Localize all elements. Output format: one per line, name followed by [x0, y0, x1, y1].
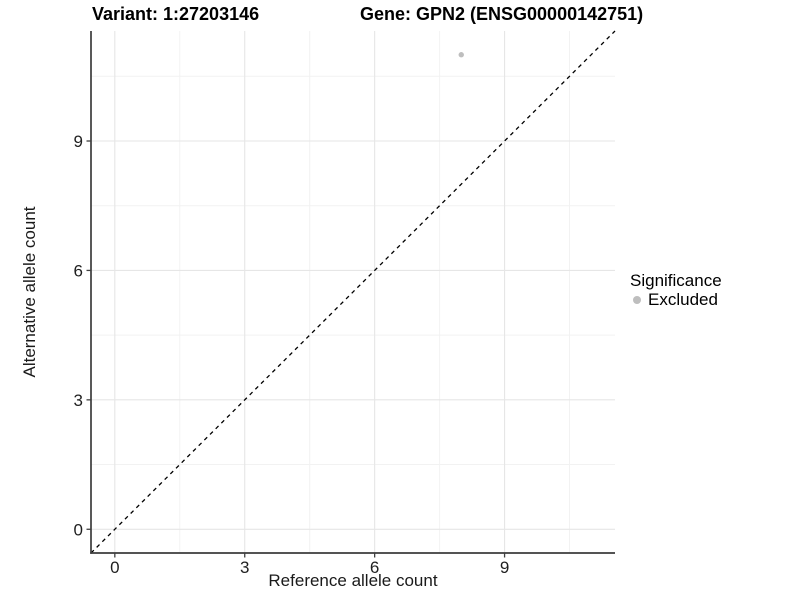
legend-entry-label: Excluded: [648, 290, 718, 309]
x-tick-label: 3: [240, 558, 249, 577]
legend-point-icon: [633, 296, 641, 304]
legend: Significance Excluded: [630, 271, 722, 309]
x-tick-label: 6: [370, 558, 379, 577]
y-tick-label: 9: [74, 132, 83, 151]
x-tick-label: 9: [500, 558, 509, 577]
y-tick-label: 0: [74, 520, 83, 539]
gene-title: Gene: GPN2 (ENSG00000142751): [360, 4, 644, 24]
scatter-point: [458, 52, 464, 58]
identity-line: [90, 30, 616, 554]
legend-title: Significance: [630, 271, 722, 290]
x-tick-label: 0: [110, 558, 119, 577]
y-axis-title: Alternative allele count: [20, 206, 39, 378]
y-tick-label: 3: [74, 391, 83, 410]
variant-title: Variant: 1:27203146: [92, 4, 260, 24]
x-axis-title: Reference allele count: [268, 571, 438, 590]
y-tick-label: 6: [74, 261, 83, 280]
legend-entry-excluded: Excluded: [630, 291, 722, 309]
